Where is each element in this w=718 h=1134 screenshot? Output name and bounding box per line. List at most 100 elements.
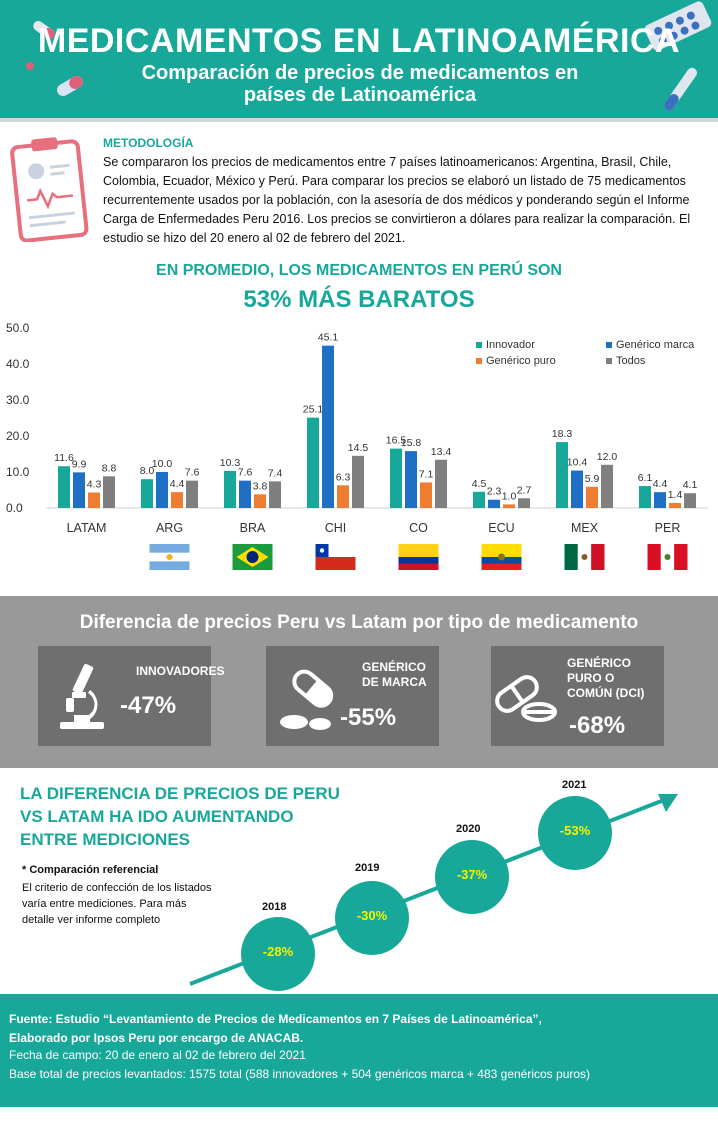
trend-circle-2021: -53% — [538, 796, 612, 870]
bar-value-label: 4.5 — [472, 478, 487, 490]
bar-bra-1 — [239, 480, 251, 508]
colombia-flag-icon — [398, 544, 439, 570]
headline-line2: 53% MÁS BARATOS — [243, 286, 475, 313]
y-tick-label: 50.0 — [6, 321, 30, 335]
x-tick-label: ECU — [488, 521, 514, 535]
bar-value-label: 6.1 — [638, 472, 653, 484]
card-innovadores: INNOVADORES -47% — [38, 646, 225, 746]
bar-co-0 — [390, 448, 402, 508]
bar-latam-0 — [58, 466, 70, 508]
card-generico-puro-label: GENÉRICO PURO O COMÚN (DCI) — [567, 656, 645, 700]
bar-co-3 — [435, 459, 447, 508]
bar-per-1 — [654, 492, 666, 508]
bar-value-label: 2.3 — [487, 486, 502, 498]
footer-line3: Fecha de campo: 20 de enero al 02 de feb… — [9, 1048, 306, 1062]
bar-latam-3 — [103, 476, 115, 508]
headline-line1: EN PROMEDIO, LOS MEDICAMENTOS EN PERÚ SO… — [156, 262, 562, 279]
bar-value-label: 13.4 — [431, 446, 452, 458]
bar-value-label: 15.8 — [401, 437, 422, 449]
card-innovadores-value: -47% — [120, 692, 177, 719]
legend-label: Genérico marca — [616, 339, 695, 351]
year-2018: 2018 — [262, 901, 287, 913]
y-tick-label: 40.0 — [6, 357, 30, 371]
page-title: MEDICAMENTOS EN LATINOAMÉRICA — [37, 22, 681, 60]
bar-value-label: 7.6 — [238, 467, 253, 479]
trend-circle-2020: -37% — [435, 840, 509, 914]
bar-value-label: 2.7 — [517, 484, 532, 496]
bar-value-label: 1.0 — [502, 490, 517, 502]
bar-ecu-0 — [473, 491, 485, 508]
bar-value-label: 8.8 — [102, 462, 117, 474]
legend-swatch — [606, 358, 612, 364]
bar-co-2 — [420, 482, 432, 508]
bar-bra-2 — [254, 494, 266, 508]
bar-per-0 — [639, 486, 651, 508]
legend-swatch — [606, 342, 612, 348]
bar-value-label: 7.6 — [185, 467, 200, 479]
bar-chi-0 — [307, 417, 319, 508]
bar-value-label: 1.4 — [668, 489, 683, 501]
bar-value-label: 25.1 — [303, 404, 324, 416]
bar-arg-3 — [186, 480, 198, 508]
footer-details: Fecha de campo: 20 de enero al 02 de feb… — [9, 1046, 709, 1084]
bar-arg-2 — [171, 492, 183, 508]
bar-chi-2 — [337, 485, 349, 508]
methodology-text: Se compararon los precios de medicamento… — [103, 155, 691, 245]
y-tick-label: 20.0 — [6, 429, 30, 443]
bar-value-label: 4.4 — [653, 478, 668, 490]
x-tick-label: PER — [655, 521, 681, 535]
header-banner: MEDICAMENTOS EN LATINOAMÉRICA Comparació… — [0, 0, 718, 118]
bar-chi-1 — [322, 345, 334, 508]
methodology-title: METODOLOGÍA — [103, 136, 194, 150]
pill-decoration-icon — [26, 20, 83, 96]
bar-value-label: 6.3 — [336, 471, 351, 483]
bar-per-3 — [684, 493, 696, 508]
trend-value-2019: -30% — [356, 908, 388, 923]
legend-label: Innovador — [486, 339, 535, 351]
bar-value-label: 3.8 — [253, 480, 268, 492]
bar-value-label: 11.6 — [54, 452, 74, 464]
price-bar-chart: 0.0 10.0 20.0 30.0 40.0 50.0 11.69.94.38.8 LATA… — [6, 321, 708, 570]
bar-value-label: 45.1 — [318, 332, 339, 344]
bar-value-label: 10.0 — [152, 458, 173, 470]
legend-swatch — [476, 358, 482, 364]
y-tick-label: 0.0 — [6, 501, 23, 515]
trend-note-text: El criterio de confección de los listado… — [22, 882, 212, 926]
trend-value-2018: -28% — [262, 944, 294, 959]
bar-latam-2 — [88, 492, 100, 508]
trend-circle-2018: -28% — [241, 917, 315, 991]
bar-value-label: 7.1 — [419, 468, 434, 480]
peru-flag-icon — [647, 544, 688, 570]
trend-title: LA DIFERENCIA DE PRECIOS DE PERU VS LATA… — [20, 784, 340, 849]
bar-value-label: 16.5 — [386, 435, 407, 447]
footer-source: Fuente: Estudio “Levantamiento de Precio… — [0, 994, 718, 1107]
bar-value-label: 10.3 — [220, 457, 241, 469]
comparison-section: Diferencia de precios Peru vs Latam por … — [0, 596, 718, 768]
bar-co-1 — [405, 451, 417, 508]
footer-source-bold: Fuente: Estudio “Levantamiento de Precio… — [9, 1010, 709, 1048]
footer-line4: Base total de precios levantados: 1575 t… — [9, 1067, 591, 1081]
bar-arg-1 — [156, 472, 168, 508]
clipboard-icon — [10, 137, 89, 242]
header-divider — [0, 118, 718, 122]
bar-per-2 — [669, 502, 681, 508]
card-generico-marca-value: -55% — [340, 704, 397, 731]
bar-value-label: 8.0 — [140, 465, 155, 477]
bar-value-label: 5.9 — [585, 473, 600, 485]
comparison-title: Diferencia de precios Peru vs Latam por … — [79, 612, 639, 633]
bar-latam-1 — [73, 472, 85, 508]
bar-mex-1 — [571, 470, 583, 508]
bar-value-label: 7.4 — [268, 467, 283, 479]
trend-value-2020: -37% — [456, 867, 488, 882]
year-2020: 2020 — [456, 823, 481, 835]
legend-label: Genérico puro — [486, 355, 556, 367]
x-tick-label: LATAM — [67, 521, 107, 535]
bar-mex-0 — [556, 442, 568, 508]
legend-swatch — [476, 342, 482, 348]
microscope-icon — [60, 663, 104, 729]
card-innovadores-label: INNOVADORES — [136, 664, 225, 678]
bar-bra-3 — [269, 481, 281, 508]
bar-value-label: 18.3 — [552, 428, 573, 440]
blister-pack-icon — [644, 1, 712, 111]
mexico-flag-icon — [564, 544, 605, 570]
